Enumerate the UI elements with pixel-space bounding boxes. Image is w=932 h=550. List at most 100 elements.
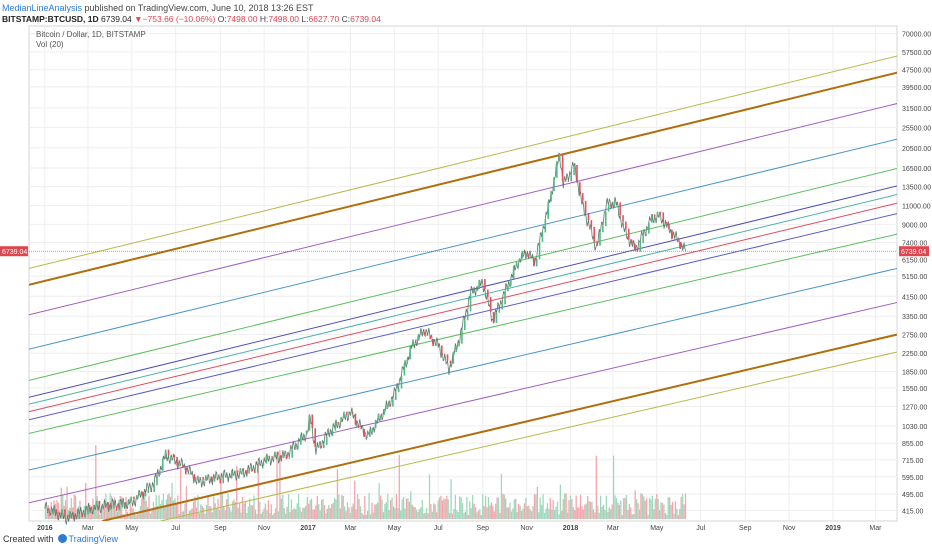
tradingview-link[interactable]: TradingView (68, 534, 119, 544)
candle (225, 476, 227, 478)
volume-bar (597, 505, 599, 519)
volume-bar (121, 496, 123, 519)
volume-bar (660, 502, 662, 519)
volume-bar (610, 509, 612, 519)
price-chart[interactable]: 415.00 495.00 595.00 715.00 855.00 1030.00 127… (0, 0, 932, 532)
candle (207, 475, 210, 477)
volume-bar (256, 513, 258, 519)
median-line[interactable] (29, 168, 897, 381)
y-tick-label: 1030.00 (902, 424, 927, 431)
volume-bar (556, 501, 559, 519)
median-line[interactable] (29, 233, 897, 434)
volume-bar (215, 507, 218, 519)
volume-bar (194, 496, 196, 519)
volume-bar (318, 504, 320, 519)
volume-bar (568, 500, 570, 519)
volume-bar (627, 510, 629, 519)
price-line[interactable] (44, 152, 686, 525)
y-tick-label: 595.00 (902, 475, 924, 482)
candle (173, 454, 176, 457)
volume-bar (489, 505, 491, 519)
candle (182, 465, 184, 468)
volume-bar (226, 499, 228, 519)
candle (210, 476, 213, 482)
candle (613, 201, 616, 208)
candle (101, 504, 104, 506)
candle (346, 411, 348, 415)
candle (95, 500, 98, 507)
volume-bar (342, 495, 344, 519)
volume-bar (77, 506, 80, 519)
volume-bar (509, 502, 511, 519)
volume-bar (262, 511, 264, 519)
volume-bar (533, 494, 536, 519)
volume-bar (541, 504, 543, 519)
volume-bar (295, 509, 297, 519)
volume-histogram (44, 445, 687, 519)
candle (521, 251, 524, 259)
volume-bar (57, 502, 60, 519)
candle (550, 191, 552, 202)
candle (67, 514, 69, 518)
volume-bar (621, 514, 623, 519)
median-line[interactable] (29, 138, 897, 350)
volume-bar (251, 505, 254, 519)
volume-bar (141, 498, 143, 519)
volume-bar (565, 493, 567, 519)
volume-bar (358, 499, 360, 519)
volume-bar (495, 503, 497, 519)
median-line[interactable] (29, 267, 897, 471)
candle (645, 233, 647, 236)
candle (323, 444, 325, 449)
time-axis[interactable]: 2016 Mar May Jul Sep Nov 2017 Mar May Jul Sep Nov 20… (37, 525, 882, 532)
volume-bar (339, 508, 341, 519)
median-line[interactable] (29, 302, 897, 504)
y-tick-label: 13500.00 (902, 185, 931, 192)
candle (676, 238, 679, 243)
candle (239, 468, 242, 473)
volume-bar (569, 495, 572, 519)
median-line[interactable] (29, 55, 897, 269)
volume-bar (578, 507, 580, 519)
volume-bar (405, 498, 408, 519)
candle (55, 509, 58, 513)
indicator-label: Vol (20) (36, 40, 64, 49)
candle (291, 449, 294, 458)
price-axis[interactable]: 415.00 495.00 595.00 715.00 855.00 1030.00 127… (0, 32, 931, 516)
volume-bar (395, 494, 398, 519)
volume-bar (440, 495, 442, 519)
volume-bar (447, 499, 449, 519)
volume-bar (410, 491, 412, 519)
volume-bar (617, 502, 619, 519)
candle (150, 489, 153, 493)
candle (492, 311, 495, 323)
volume-bar (671, 501, 674, 519)
volume-bar (535, 494, 537, 519)
median-line[interactable] (29, 202, 897, 413)
candle (81, 514, 84, 518)
median-line[interactable] (29, 185, 897, 398)
median-line[interactable] (102, 333, 897, 521)
median-line[interactable] (160, 351, 897, 521)
volume-bar (496, 497, 498, 519)
volume-bar (418, 508, 421, 519)
volume-bar (559, 484, 562, 519)
volume-bar (525, 497, 527, 519)
median-line[interactable] (29, 194, 897, 405)
candle (164, 449, 167, 459)
median-line[interactable] (29, 71, 897, 286)
volume-bar (522, 508, 524, 519)
y-tick-label: 415.00 (902, 508, 924, 515)
volume-bar (499, 512, 501, 519)
median-line[interactable] (29, 103, 897, 316)
candle (518, 258, 521, 262)
author-link[interactable]: MedianLineAnalysis (2, 3, 83, 13)
volume-bar (378, 483, 380, 519)
x-tick-label: Nov (520, 525, 533, 532)
chart-pane[interactable] (28, 25, 898, 522)
volume-bar (571, 499, 573, 519)
candle (110, 508, 112, 510)
candle (576, 164, 578, 183)
candle (161, 458, 164, 471)
volume-bar (512, 508, 514, 519)
